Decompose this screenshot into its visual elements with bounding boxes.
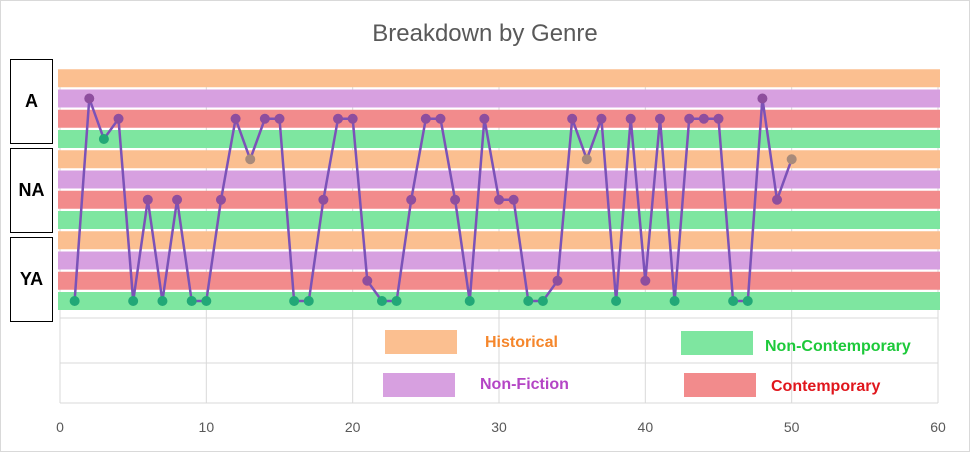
data-point — [742, 296, 753, 306]
data-point — [289, 296, 300, 306]
data-point — [435, 113, 446, 124]
data-point — [596, 113, 607, 124]
data-point — [786, 154, 797, 165]
data-point — [508, 194, 519, 205]
data-point — [654, 113, 665, 124]
data-point — [157, 296, 168, 306]
side-label-a: A — [10, 59, 53, 144]
data-point — [362, 275, 373, 286]
x-tick-label: 40 — [638, 419, 654, 435]
data-point — [581, 154, 592, 165]
side-label-ya: YA — [10, 237, 53, 322]
legend-swatch-non_contemporary — [681, 331, 753, 355]
data-point — [230, 113, 241, 124]
data-point — [450, 194, 461, 205]
data-point — [728, 296, 739, 306]
data-point — [172, 194, 183, 205]
data-point — [537, 296, 548, 306]
data-point — [318, 194, 329, 205]
data-point — [201, 296, 212, 306]
band-non_contemporary — [58, 130, 940, 148]
legend-label-historical: Historical — [485, 334, 558, 351]
data-point — [625, 113, 636, 124]
band-non_fiction — [58, 251, 940, 270]
data-point — [215, 194, 226, 205]
x-tick-label: 30 — [491, 419, 507, 435]
data-point — [245, 154, 256, 165]
legend-swatch-historical — [385, 330, 457, 354]
band-historical — [58, 231, 940, 250]
data-point — [479, 113, 490, 124]
band-non_contemporary — [58, 211, 940, 229]
x-tick-label: 50 — [784, 419, 800, 435]
data-point — [640, 275, 651, 286]
data-point — [684, 113, 695, 124]
legend-label-non_fiction: Non-Fiction — [480, 376, 569, 393]
data-point — [347, 113, 358, 124]
data-point — [186, 296, 197, 306]
band-historical — [58, 69, 940, 88]
x-tick-label: 0 — [56, 419, 64, 435]
data-point — [552, 275, 563, 286]
data-point — [698, 113, 709, 124]
data-point — [772, 194, 783, 205]
data-point — [259, 113, 270, 124]
x-tick-label: 20 — [345, 419, 361, 435]
legend-label-contemporary: Contemporary — [771, 378, 880, 395]
data-point — [420, 113, 431, 124]
x-tick-label: 10 — [199, 419, 215, 435]
x-tick-label: 60 — [930, 419, 946, 435]
legend-swatch-non_fiction — [383, 373, 455, 397]
data-point — [113, 113, 124, 124]
data-point — [406, 194, 417, 205]
data-point — [69, 296, 80, 306]
data-point — [391, 296, 402, 306]
data-point — [303, 296, 314, 306]
data-point — [142, 194, 153, 205]
data-point — [669, 296, 680, 306]
band-contemporary — [58, 109, 940, 128]
data-point — [128, 296, 139, 306]
legend-label-non_contemporary: Non-Contemporary — [765, 338, 911, 355]
band-non_fiction — [58, 89, 940, 108]
data-point — [713, 113, 724, 124]
data-point — [98, 134, 109, 144]
chart-title: Breakdown by Genre — [372, 20, 598, 47]
data-point — [376, 296, 387, 306]
data-point — [611, 296, 622, 306]
data-point — [523, 296, 534, 306]
legend-swatch-contemporary — [684, 373, 756, 397]
band-historical — [58, 150, 940, 169]
band-contemporary — [58, 271, 940, 290]
data-point — [333, 113, 344, 124]
data-point — [84, 93, 95, 104]
data-point — [464, 296, 475, 306]
band-non_fiction — [58, 170, 940, 189]
data-point — [757, 93, 768, 104]
data-point — [274, 113, 285, 124]
side-label-na: NA — [10, 148, 53, 233]
data-point — [494, 194, 504, 205]
data-point — [567, 113, 578, 124]
band-non_contemporary — [58, 292, 940, 310]
